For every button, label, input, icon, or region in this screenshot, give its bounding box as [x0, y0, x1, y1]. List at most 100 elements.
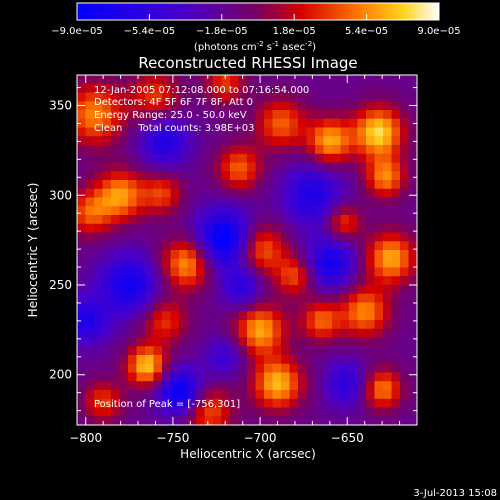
heatmap-cell — [366, 355, 376, 365]
heatmap-cell — [323, 355, 333, 365]
heatmap-cell — [289, 197, 299, 207]
heatmap-cell — [238, 223, 248, 234]
heatmap-cell — [289, 206, 299, 216]
heatmap-cell — [247, 241, 257, 251]
heatmap-cell — [306, 381, 316, 391]
heatmap-cell — [94, 118, 104, 129]
heatmap-cell — [374, 153, 384, 164]
heatmap-cell — [111, 293, 121, 304]
heatmap-cell — [77, 293, 87, 304]
heatmap-cell — [400, 285, 410, 295]
heatmap-cell — [94, 145, 104, 155]
heatmap-cell — [349, 258, 359, 269]
heatmap-cell — [400, 171, 410, 181]
heatmap-cell — [340, 276, 350, 286]
heatmap-cell — [298, 83, 308, 94]
heatmap-cell — [213, 381, 223, 391]
heatmap-cell — [119, 162, 129, 172]
heatmap-cell — [400, 372, 410, 382]
heatmap-cell — [213, 390, 223, 400]
heatmap-cell — [179, 276, 189, 286]
heatmap-cell — [247, 188, 257, 199]
heatmap-cell — [230, 171, 240, 181]
heatmap-cell — [315, 171, 325, 181]
heatmap-cell — [323, 101, 333, 111]
heatmap-cell — [111, 381, 121, 391]
heatmap-cell — [162, 285, 172, 295]
heatmap-cell — [238, 407, 248, 417]
heatmap-cell — [247, 180, 257, 190]
heatmap-cell — [383, 136, 393, 146]
heatmap-cell — [162, 337, 172, 347]
footer-timestamp: 3-Jul-2013 15:08 — [413, 488, 497, 499]
heatmap-cell — [213, 241, 223, 251]
heatmap-cell — [400, 197, 410, 207]
heatmap-cell — [102, 372, 112, 382]
heatmap-cell — [77, 328, 87, 339]
heatmap-cell — [128, 381, 138, 391]
heatmap-cell — [306, 267, 316, 277]
heatmap-cell — [204, 83, 214, 94]
heatmap-cell — [383, 232, 393, 242]
heatmap-cell — [306, 110, 316, 120]
heatmap-cell — [213, 92, 223, 102]
heatmap-cell — [408, 197, 417, 207]
heatmap-cell — [128, 153, 138, 164]
heatmap-cell — [136, 83, 146, 94]
heatmap-cell — [179, 250, 189, 260]
heatmap-cell — [153, 293, 163, 304]
heatmap-cell — [102, 293, 112, 304]
heatmap-cell — [408, 285, 417, 295]
heatmap-cell — [281, 232, 291, 242]
heatmap-cell — [221, 101, 231, 111]
heatmap-cell — [400, 416, 410, 425]
heatmap-cell — [187, 355, 197, 365]
heatmap-cell — [349, 188, 359, 199]
heatmap-cell — [289, 267, 299, 277]
heatmap-cell — [357, 311, 367, 321]
heatmap-cell — [85, 311, 95, 321]
heatmap-cell — [400, 390, 410, 400]
heatmap-cell — [119, 215, 129, 225]
heatmap-cell — [179, 83, 189, 94]
heatmap-cell — [349, 416, 359, 425]
heatmap-cell — [281, 390, 291, 400]
heatmap-cell — [357, 363, 367, 374]
heatmap-cell — [408, 92, 417, 102]
heatmap-cell — [162, 206, 172, 216]
heatmap-cell — [77, 407, 87, 417]
heatmap-cell — [374, 223, 384, 234]
heatmap-cell — [281, 407, 291, 417]
heatmap-cell — [170, 162, 180, 172]
heatmap-cell — [153, 258, 163, 269]
heatmap-cell — [111, 241, 121, 251]
heatmap-cell — [349, 267, 359, 277]
heatmap-cell — [357, 302, 367, 312]
heatmap-cell — [349, 250, 359, 260]
heatmap-cell — [332, 241, 342, 251]
heatmap-cell — [349, 206, 359, 216]
heatmap-cell — [221, 337, 231, 347]
heatmap-cell — [77, 127, 87, 137]
heatmap-cell — [196, 372, 206, 382]
heatmap-cell — [281, 215, 291, 225]
heatmap-cell — [102, 407, 112, 417]
heatmap-cell — [85, 416, 95, 425]
heatmap-cell — [153, 407, 163, 417]
heatmap-cell — [340, 118, 350, 129]
heatmap-cell — [366, 92, 376, 102]
heatmap-cell — [145, 206, 155, 216]
heatmap-cell — [255, 407, 265, 417]
heatmap-cell — [349, 153, 359, 164]
heatmap-cell — [170, 302, 180, 312]
heatmap-cell — [272, 232, 282, 242]
heatmap-cell — [145, 250, 155, 260]
heatmap-cell — [408, 180, 417, 190]
heatmap-cell — [128, 171, 138, 181]
heatmap-cell — [213, 407, 223, 417]
heatmap-cell — [315, 241, 325, 251]
heatmap-cell — [306, 206, 316, 216]
heatmap-cell — [145, 223, 155, 234]
heatmap-cell — [289, 241, 299, 251]
heatmap-cell — [238, 92, 248, 102]
